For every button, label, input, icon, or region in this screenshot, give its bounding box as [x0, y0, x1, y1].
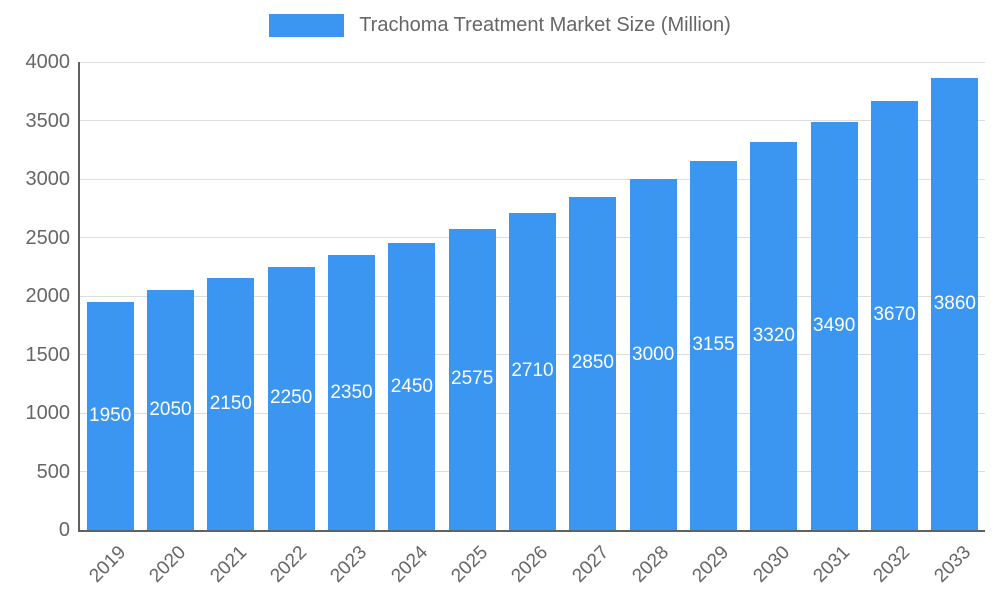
bar-value-label: 2150: [209, 393, 252, 415]
x-axis-tick-label: 2033: [929, 542, 975, 587]
bar: 2050: [147, 290, 194, 530]
bar: 3155: [690, 160, 737, 530]
bar: 2850: [569, 196, 617, 530]
bar: 2250: [267, 266, 315, 530]
x-axis-tick-label: 2032: [869, 542, 915, 587]
bar-value-label: 3000: [632, 343, 675, 365]
bar-value-label: 3860: [933, 293, 976, 315]
y-axis-tick-label: 1500: [25, 343, 71, 366]
x-axis-tick-label: 2020: [145, 542, 191, 587]
x-axis-tick-label: 2024: [386, 542, 432, 587]
x-axis-tick-label: 2022: [266, 542, 312, 587]
x-axis-tick-label: 2019: [85, 542, 131, 587]
gridline: [80, 120, 985, 121]
bar: 2450: [388, 243, 436, 530]
y-axis-line: [78, 62, 80, 532]
chart-legend: Trachoma Treatment Market Size (Million): [0, 14, 1000, 37]
gridline: [80, 178, 985, 180]
bar: 1950: [86, 301, 134, 530]
x-axis-tick-label: 2027: [567, 542, 613, 587]
bar: 2150: [207, 278, 255, 530]
bar-value-label: 2850: [571, 352, 614, 374]
bar-value-label: 2250: [270, 387, 313, 409]
x-axis-tick-label: 2026: [507, 542, 553, 587]
y-axis-tick-label: 3500: [25, 109, 71, 132]
bar-value-label: 2575: [451, 368, 494, 390]
x-axis-tick-label: 2029: [688, 542, 734, 587]
gridline: [80, 61, 985, 63]
bar-value-label: 2450: [390, 375, 433, 397]
bar-value-label: 3320: [752, 324, 795, 346]
bar: 2575: [448, 228, 496, 530]
y-axis-tick-label: 4000: [25, 51, 71, 73]
bar: 3490: [810, 121, 858, 530]
bar: 3320: [750, 141, 798, 530]
bar: 2710: [509, 212, 556, 530]
x-axis-tick-label: 2031: [809, 542, 855, 587]
bar: 3670: [871, 100, 918, 530]
y-axis-tick-label: 1000: [25, 402, 71, 424]
legend-label: Trachoma Treatment Market Size (Million): [359, 14, 731, 36]
y-axis-tick-label: 3000: [25, 168, 71, 190]
bar-value-label: 2710: [511, 360, 554, 382]
bar: 2350: [328, 255, 375, 530]
bar-value-label: 3490: [813, 314, 856, 336]
bar-value-label: 3670: [873, 304, 916, 326]
y-axis-tick-label: 2500: [25, 226, 71, 249]
bar-value-label: 2350: [330, 381, 373, 403]
x-axis-tick-label: 2025: [447, 542, 493, 587]
x-axis-tick-label: 2028: [628, 542, 674, 587]
x-axis-tick-label: 2030: [748, 542, 794, 587]
bar-value-label: 3155: [692, 334, 735, 356]
y-axis-tick-label: 500: [36, 460, 70, 483]
x-axis-tick-label: 2023: [326, 542, 372, 587]
y-axis-tick-label: 0: [58, 519, 70, 541]
bar-value-label: 1950: [89, 404, 132, 426]
y-axis-tick-label: 2000: [25, 285, 71, 307]
x-axis-line: [78, 530, 985, 532]
bar-value-label: 2050: [149, 399, 192, 421]
bar: 3000: [629, 179, 677, 530]
x-axis-tick-label: 2021: [205, 542, 251, 587]
bar: 3860: [931, 78, 979, 530]
legend-swatch: [269, 14, 345, 37]
